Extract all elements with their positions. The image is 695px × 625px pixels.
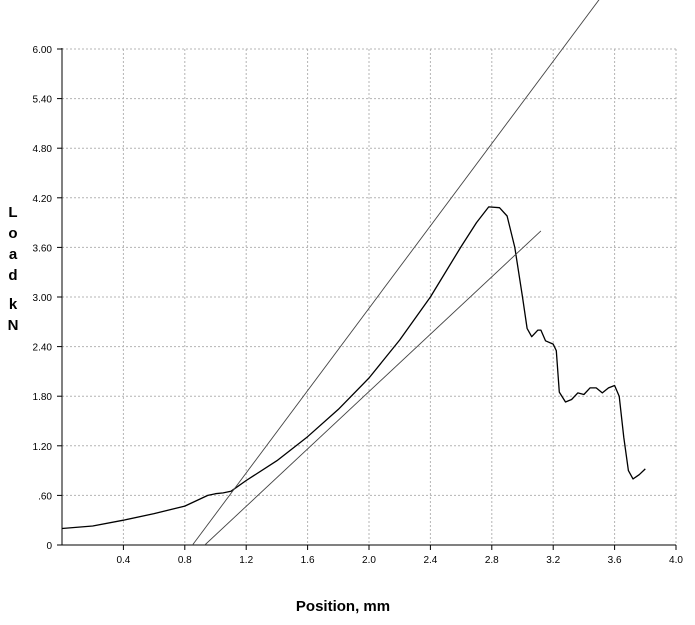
- tangent-line-upper: [192, 0, 600, 545]
- y-tick-label: .60: [38, 491, 52, 502]
- x-tick-label: 0.4: [116, 555, 130, 566]
- y-tick-label: 5.40: [33, 95, 53, 106]
- x-tick-label: 4.0: [669, 555, 683, 566]
- load-curve: [62, 206, 646, 530]
- y-axis-label-char: k: [9, 296, 18, 313]
- x-tick-labels: 0.4 0.8 1.2 1.6 2.0 2.4 2.8 3.2 3.6 4.0: [116, 555, 683, 566]
- tangent-line-lower: [204, 230, 542, 545]
- x-tick-label: 0.8: [178, 555, 192, 566]
- y-tick-label: 1.20: [33, 442, 53, 453]
- y-tick-label: 0: [46, 541, 52, 552]
- y-tick-label: 3.00: [33, 293, 53, 304]
- y-tick-label: 4.20: [33, 194, 53, 205]
- y-tick-label: 1.80: [33, 392, 53, 403]
- x-tick-label: 1.6: [301, 555, 315, 566]
- y-tick-label: 3.60: [33, 243, 53, 254]
- series-group: [62, 0, 646, 545]
- x-tick-label: 1.2: [239, 555, 253, 566]
- grid-lines: [62, 48, 677, 545]
- y-axis-label-char: L: [8, 204, 17, 221]
- x-tick-label: 2.8: [485, 555, 499, 566]
- x-axis-label: Position, mm: [296, 598, 390, 615]
- y-axis-label-char: o: [8, 225, 17, 242]
- y-tick-label: 6.00: [33, 45, 53, 56]
- y-axis-label-char: d: [8, 267, 17, 284]
- y-axis-label-char: N: [8, 317, 19, 334]
- x-tick-label: 3.6: [608, 555, 622, 566]
- x-tick-label: 2.4: [423, 555, 437, 566]
- y-tick-label: 4.80: [33, 144, 53, 155]
- axes: [57, 48, 677, 550]
- y-tick-labels: 0 .60 1.20 1.80 2.40 3.00 3.60 4.20 4.80 5.40 6.00: [33, 45, 53, 552]
- x-tick-label: 3.2: [546, 555, 560, 566]
- y-axis-label-char: a: [9, 246, 18, 263]
- x-tick-label: 2.0: [362, 555, 376, 566]
- y-tick-label: 2.40: [33, 343, 53, 354]
